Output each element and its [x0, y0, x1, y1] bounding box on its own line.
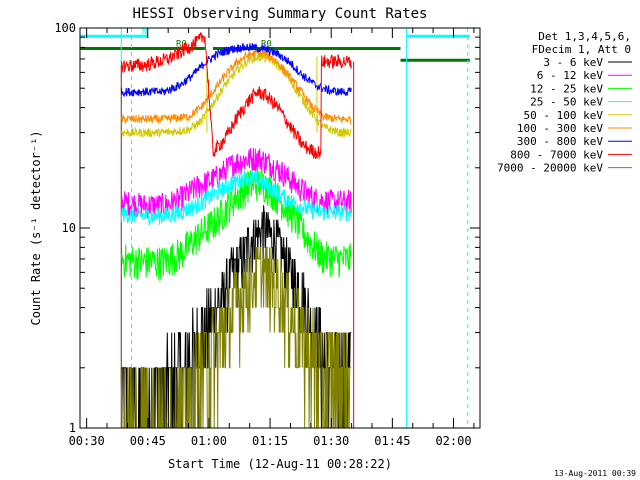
series-line	[120, 32, 352, 160]
series-line	[120, 42, 352, 97]
series-line	[120, 148, 352, 219]
legend-entry-label: 6 - 12 keV	[537, 69, 604, 82]
legend: Det 1,3,4,5,6, FDecim 1, Att 0 3 - 6 keV…	[497, 30, 632, 175]
y-tick-label: 1	[69, 421, 76, 435]
x-tick-label: 02:00	[435, 434, 471, 448]
x-tick-label: 01:00	[191, 434, 227, 448]
series-line	[120, 168, 352, 281]
y-tick-label: 100	[54, 21, 76, 35]
series-line	[120, 49, 352, 126]
x-tick-label: 01:30	[313, 434, 349, 448]
y-tick-label: 10	[62, 221, 76, 235]
series-line	[120, 246, 352, 429]
legend-header-line-2: FDecim 1, Att 0	[532, 43, 631, 56]
legend-entry-label: 12 - 25 keV	[530, 82, 603, 95]
y-axis-label: Count Rate (s⁻¹ detector⁻¹)	[29, 130, 43, 325]
x-tick-label: 01:45	[374, 434, 410, 448]
legend-header-line-1: Det 1,3,4,5,6,	[538, 30, 631, 43]
generation-timestamp: 13-Aug-2011 00:39	[554, 469, 636, 478]
x-tick-label: 01:15	[252, 434, 288, 448]
flag-label: R0	[261, 39, 272, 49]
x-tick-label: 00:30	[69, 434, 105, 448]
series-line	[120, 52, 352, 139]
x-tick-label: 00:45	[130, 434, 166, 448]
legend-entry-label: 7000 - 20000 keV	[497, 162, 603, 175]
legend-entry-label: 300 - 800 keV	[517, 135, 603, 148]
flag-label: N	[142, 27, 147, 37]
legend-entry-label: 800 - 7000 keV	[510, 148, 603, 161]
legend-entry-label: 100 - 300 keV	[517, 122, 603, 135]
legend-entry-label: 50 - 100 keV	[524, 109, 604, 122]
series-lines	[120, 32, 352, 429]
series-line	[120, 170, 352, 226]
chart-title: HESSI Observing Summary Count Rates	[132, 6, 427, 22]
legend-entry-label: 3 - 6 keV	[543, 56, 603, 69]
x-axis-label: Start Time (12-Aug-11 00:28:22)	[168, 457, 392, 471]
legend-entry-label: 25 - 50 keV	[530, 96, 603, 109]
flag-label: R0	[176, 39, 187, 49]
axes: 00:30 00:45 01:00 01:15 01:30 01:45 02:00 1 10 10…	[54, 21, 481, 448]
